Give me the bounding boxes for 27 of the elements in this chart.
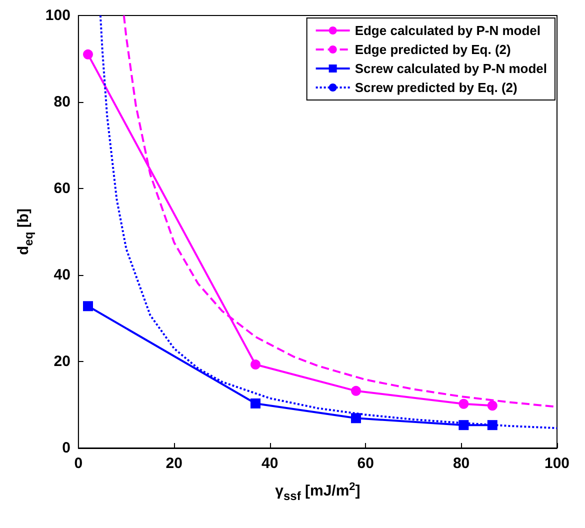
y-tick-label: 0 bbox=[62, 440, 70, 456]
x-tick-label: 20 bbox=[166, 455, 182, 472]
point bbox=[83, 301, 93, 312]
x-tick-label: 0 bbox=[74, 455, 83, 472]
point bbox=[351, 413, 361, 424]
y-tick-label: 80 bbox=[54, 94, 70, 110]
legend-label: Edge predicted by Eq. (2) bbox=[354, 42, 511, 57]
y-tick-label: 60 bbox=[54, 180, 70, 197]
point bbox=[458, 398, 469, 409]
x-tick-label: 40 bbox=[262, 455, 278, 472]
legend-label: Edge calculated by P-N model bbox=[354, 23, 540, 38]
x-tick-label: 80 bbox=[452, 455, 470, 472]
point bbox=[83, 49, 93, 60]
point bbox=[351, 386, 361, 396]
point bbox=[458, 420, 469, 430]
x-tick-label: 60 bbox=[357, 455, 374, 472]
point bbox=[487, 420, 498, 430]
y-tick-label: 20 bbox=[54, 353, 70, 370]
y-axis-title: deq [b] bbox=[15, 208, 36, 255]
point bbox=[250, 360, 260, 370]
point bbox=[250, 398, 260, 408]
point bbox=[487, 400, 498, 411]
legend-label: Screw predicted by Eq. (2) bbox=[354, 80, 518, 95]
y-tick-label: 100 bbox=[45, 7, 70, 24]
x-tick-label: 100 bbox=[544, 455, 570, 472]
legend-label: Screw calculated by P-N model bbox=[354, 61, 548, 76]
y-tick-label: 40 bbox=[54, 266, 70, 284]
